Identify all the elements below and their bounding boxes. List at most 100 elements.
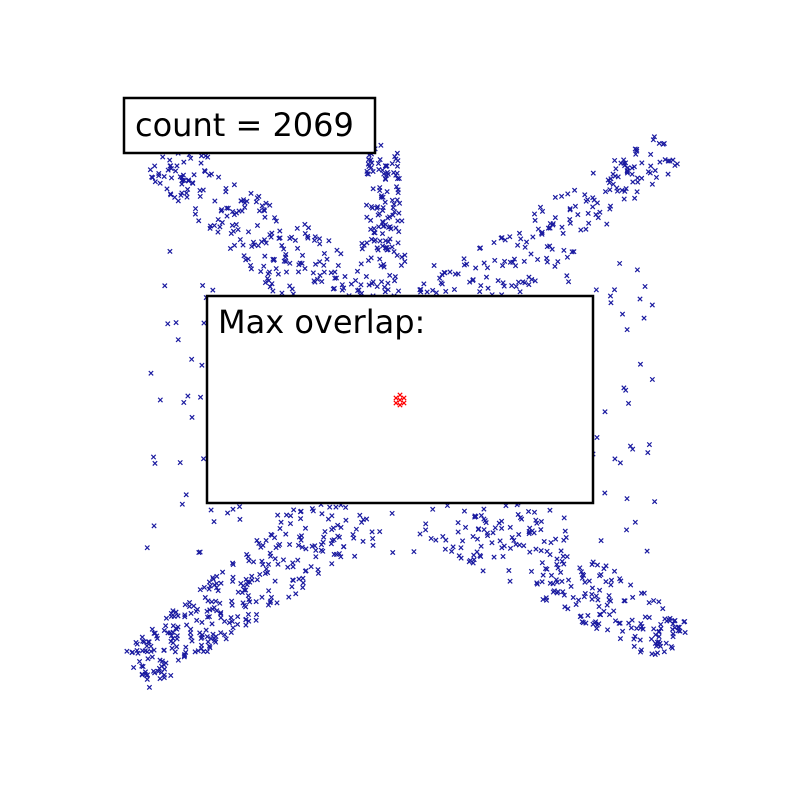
data-point <box>281 258 287 264</box>
data-point <box>259 203 265 209</box>
data-point <box>317 272 323 278</box>
data-point <box>350 531 356 538</box>
data-point <box>167 157 173 163</box>
data-point <box>217 224 223 230</box>
data-point <box>470 277 476 283</box>
data-point <box>266 278 272 284</box>
data-point <box>596 573 603 579</box>
data-point <box>534 520 540 526</box>
data-point <box>330 286 336 292</box>
data-point <box>614 188 621 194</box>
data-point <box>370 168 376 175</box>
data-point <box>273 218 279 224</box>
data-point <box>437 275 443 281</box>
data-point <box>568 583 574 590</box>
data-point <box>297 515 304 522</box>
data-point <box>210 606 216 612</box>
data-point <box>167 248 173 254</box>
data-point <box>298 508 304 514</box>
data-point <box>606 180 613 186</box>
data-point <box>295 557 301 563</box>
data-point <box>165 321 171 327</box>
data-point <box>467 279 473 285</box>
data-point <box>178 192 184 198</box>
data-point <box>590 195 596 201</box>
data-point <box>531 509 538 515</box>
data-point <box>291 507 297 513</box>
data-point <box>262 570 268 577</box>
data-point <box>147 167 154 173</box>
data-point <box>639 623 645 630</box>
data-point <box>533 517 539 523</box>
data-point <box>674 161 680 167</box>
data-point <box>590 559 596 565</box>
data-point <box>382 199 388 205</box>
data-point <box>186 603 193 610</box>
data-point <box>602 490 608 496</box>
data-point <box>495 277 501 284</box>
data-point <box>578 227 584 233</box>
data-point <box>607 187 613 193</box>
data-point <box>459 538 466 544</box>
data-point <box>140 663 146 670</box>
data-point <box>627 443 634 449</box>
data-point <box>256 193 262 200</box>
data-point <box>238 198 244 204</box>
data-point <box>253 199 259 205</box>
data-point <box>259 594 265 600</box>
data-point <box>515 279 522 285</box>
data-point <box>197 630 203 636</box>
data-point <box>630 446 636 452</box>
data-point <box>201 167 208 174</box>
data-point <box>298 537 304 543</box>
data-point <box>364 168 370 175</box>
data-point <box>189 356 195 362</box>
data-point <box>214 608 220 614</box>
data-point <box>228 614 234 621</box>
data-point <box>638 621 644 627</box>
data-point <box>240 242 246 248</box>
data-point <box>369 529 375 535</box>
data-point <box>230 506 236 512</box>
data-point <box>286 594 292 600</box>
data-point <box>188 610 194 617</box>
data-point <box>313 554 319 560</box>
data-point <box>648 163 654 169</box>
data-point <box>604 221 610 227</box>
data-point <box>221 618 228 624</box>
data-point <box>218 580 224 586</box>
data-point <box>192 206 199 212</box>
data-point <box>378 194 384 200</box>
data-point <box>267 550 273 556</box>
data-point <box>261 237 268 243</box>
data-point <box>237 516 243 523</box>
data-point <box>145 639 151 645</box>
data-point <box>516 230 523 236</box>
data-point <box>648 636 655 642</box>
data-point <box>507 578 513 584</box>
data-point <box>192 211 199 217</box>
data-point <box>608 300 614 306</box>
data-point <box>389 244 395 250</box>
data-point <box>169 645 175 651</box>
data-point <box>218 630 224 636</box>
data-point <box>224 205 230 211</box>
data-point <box>382 163 389 169</box>
data-point <box>607 293 614 299</box>
data-point <box>179 501 185 507</box>
data-point <box>283 258 289 265</box>
data-point <box>593 593 599 599</box>
data-point <box>635 179 641 185</box>
data-point <box>181 399 187 406</box>
data-point <box>611 608 617 614</box>
data-point <box>163 615 170 621</box>
data-point <box>263 537 269 544</box>
data-point <box>329 537 335 544</box>
data-point <box>456 553 462 559</box>
data-point <box>581 594 587 600</box>
data-point <box>170 608 176 614</box>
data-point <box>316 236 323 242</box>
data-point <box>192 649 198 655</box>
data-point <box>583 198 589 204</box>
data-point <box>135 650 141 656</box>
